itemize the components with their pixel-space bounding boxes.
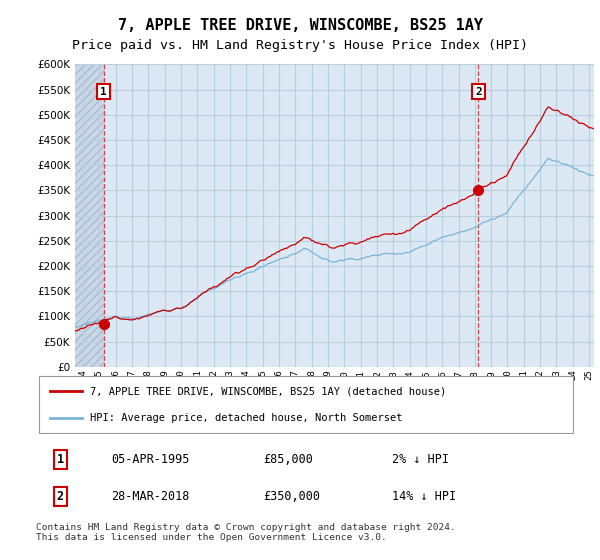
- Text: 7, APPLE TREE DRIVE, WINSCOMBE, BS25 1AY (detached house): 7, APPLE TREE DRIVE, WINSCOMBE, BS25 1AY…: [90, 386, 446, 396]
- Text: 7, APPLE TREE DRIVE, WINSCOMBE, BS25 1AY: 7, APPLE TREE DRIVE, WINSCOMBE, BS25 1AY: [118, 18, 482, 32]
- Bar: [75, 64, 104, 367]
- Text: 2% ↓ HPI: 2% ↓ HPI: [392, 452, 449, 466]
- Text: 1: 1: [57, 452, 64, 466]
- Text: 14% ↓ HPI: 14% ↓ HPI: [392, 490, 457, 503]
- Text: 2: 2: [475, 87, 482, 97]
- Text: 28-MAR-2018: 28-MAR-2018: [112, 490, 190, 503]
- Text: £350,000: £350,000: [263, 490, 320, 503]
- Text: 1: 1: [100, 87, 107, 97]
- Text: 2: 2: [57, 490, 64, 503]
- Text: £85,000: £85,000: [263, 452, 313, 466]
- Text: 05-APR-1995: 05-APR-1995: [112, 452, 190, 466]
- Text: Contains HM Land Registry data © Crown copyright and database right 2024.
This d: Contains HM Land Registry data © Crown c…: [36, 523, 456, 542]
- Text: HPI: Average price, detached house, North Somerset: HPI: Average price, detached house, Nort…: [90, 413, 403, 423]
- Text: Price paid vs. HM Land Registry's House Price Index (HPI): Price paid vs. HM Land Registry's House …: [72, 39, 528, 53]
